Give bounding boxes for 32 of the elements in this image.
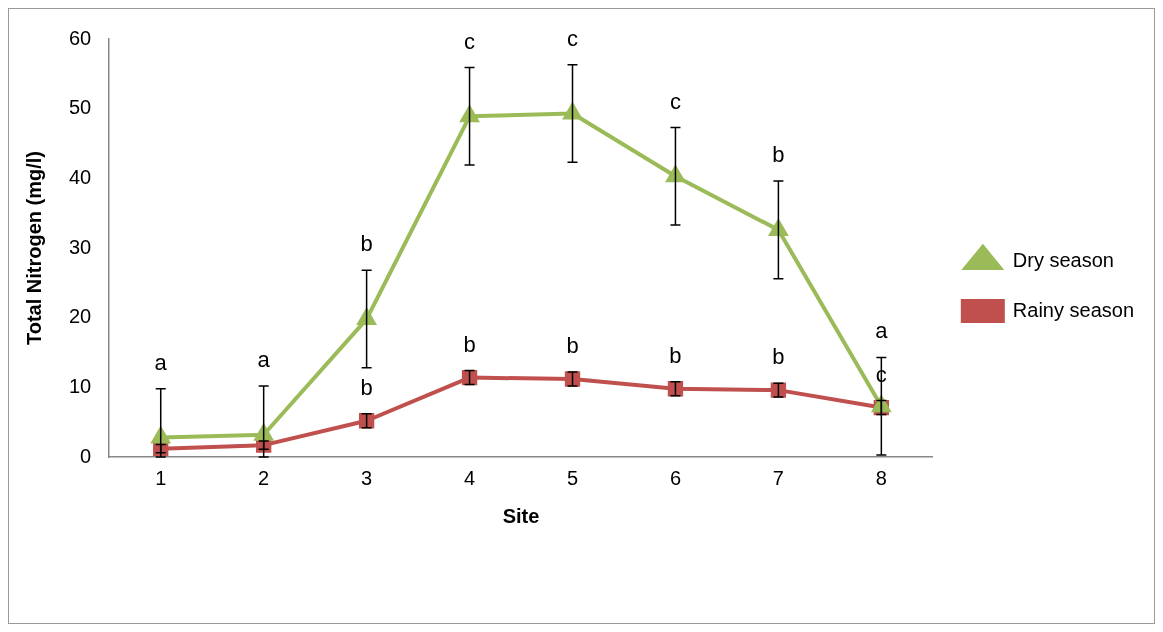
y-axis-title: Total Nitrogen (mg/l) <box>22 150 45 346</box>
y-tick-label: 40 <box>69 165 92 188</box>
y-tick-label: 0 <box>80 444 92 467</box>
x-tick-label: 2 <box>258 466 270 489</box>
data-label: b <box>669 342 682 368</box>
data-label: c <box>669 88 681 114</box>
data-label: b <box>360 374 373 400</box>
x-tick-label: 5 <box>566 466 579 489</box>
data-label: b <box>772 344 785 370</box>
x-axis-title: Site <box>502 504 540 527</box>
x-tick-label: 3 <box>361 466 373 489</box>
data-label: b <box>772 142 785 168</box>
legend-label: Dry season <box>1012 248 1114 271</box>
data-label: a <box>257 347 271 372</box>
x-tick-label: 7 <box>772 466 784 489</box>
legend-label: Rainy season <box>1012 298 1135 321</box>
y-tick-label: 50 <box>69 96 92 119</box>
y-tick-label: 10 <box>69 374 92 397</box>
data-label: c <box>464 28 476 54</box>
y-tick-label: 60 <box>69 26 92 49</box>
data-label: a <box>875 318 889 344</box>
x-tick-label: 4 <box>464 466 476 489</box>
data-label: b <box>463 331 476 357</box>
data-label: a <box>154 349 168 375</box>
y-tick-label: 20 <box>69 305 92 328</box>
x-tick-label: 1 <box>155 466 167 489</box>
y-tick-label: 30 <box>69 235 92 258</box>
data-label: b <box>566 333 579 359</box>
data-label: b <box>360 231 373 257</box>
x-tick-label: 6 <box>669 466 682 489</box>
x-tick-label: 8 <box>875 466 887 489</box>
data-label: c <box>567 25 579 51</box>
